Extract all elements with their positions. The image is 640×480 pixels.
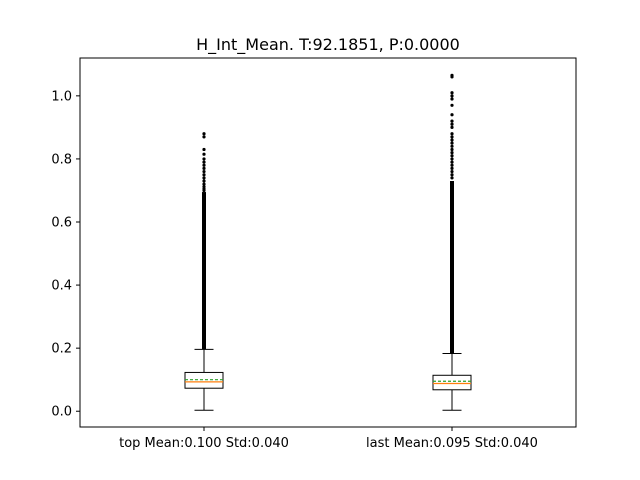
outlier-point — [450, 154, 454, 158]
outlier-point — [202, 147, 206, 152]
outlier-point — [450, 119, 454, 123]
outlier-point — [450, 113, 454, 117]
box-iqr — [184, 371, 224, 389]
outlier-point — [202, 152, 206, 156]
outlier-point — [450, 147, 454, 152]
outlier-point — [202, 132, 206, 136]
y-tick-label: 0.0 — [51, 405, 72, 420]
outlier-point — [202, 157, 206, 161]
outlier-point — [450, 166, 454, 170]
outlier-point — [202, 187, 206, 191]
y-tick-label: 0.6 — [51, 216, 72, 231]
outlier-point — [202, 185, 206, 189]
outlier-point — [202, 166, 206, 170]
outlier-point — [450, 169, 454, 174]
outlier-band — [450, 181, 454, 354]
outlier-point — [202, 179, 206, 183]
outlier-point — [450, 176, 454, 180]
outlier-point — [450, 94, 454, 98]
y-tick-label: 0.2 — [51, 342, 72, 357]
outlier-point — [202, 176, 206, 180]
outlier-point — [450, 163, 454, 167]
outlier-point — [450, 144, 454, 148]
plot-area: 0.0 0.2 0.4 0.6 0.8 1.0 top Mean:0.100 Std:0.0… — [51, 73, 538, 451]
y-tick-label: 0.4 — [51, 279, 72, 294]
outlier-point — [450, 103, 454, 107]
box-iqr — [432, 374, 472, 391]
outlier-point — [450, 73, 454, 77]
outlier-point — [450, 91, 454, 95]
outlier-point — [202, 163, 206, 167]
chart-title: H_Int_Mean. T:92.1851, P:0.0000 — [196, 35, 460, 55]
outlier-point — [450, 132, 454, 136]
outlier-point — [450, 160, 454, 164]
y-tick-label: 1.0 — [51, 89, 72, 104]
axes-frame — [79, 57, 577, 428]
box-group — [184, 132, 224, 411]
outlier-band — [202, 192, 206, 350]
outlier-point — [450, 97, 454, 101]
outlier-point — [202, 173, 206, 177]
x-tick-label: top Mean:0.100 Std:0.040 — [119, 436, 289, 451]
outlier-point — [450, 141, 454, 145]
outlier-point — [202, 169, 206, 174]
outlier-point — [450, 157, 454, 161]
outlier-point — [450, 173, 454, 177]
box-group — [432, 73, 472, 411]
x-tick-label: last Mean:0.095 Std:0.040 — [366, 436, 538, 451]
outlier-point — [450, 138, 454, 142]
outlier-point — [202, 160, 206, 164]
outlier-point — [202, 182, 206, 186]
outlier-point — [450, 125, 454, 129]
y-tick-label: 0.8 — [51, 152, 72, 167]
outlier-point — [450, 122, 454, 126]
outlier-point — [450, 135, 454, 139]
outlier-point — [202, 135, 206, 139]
outlier-point — [450, 151, 454, 155]
